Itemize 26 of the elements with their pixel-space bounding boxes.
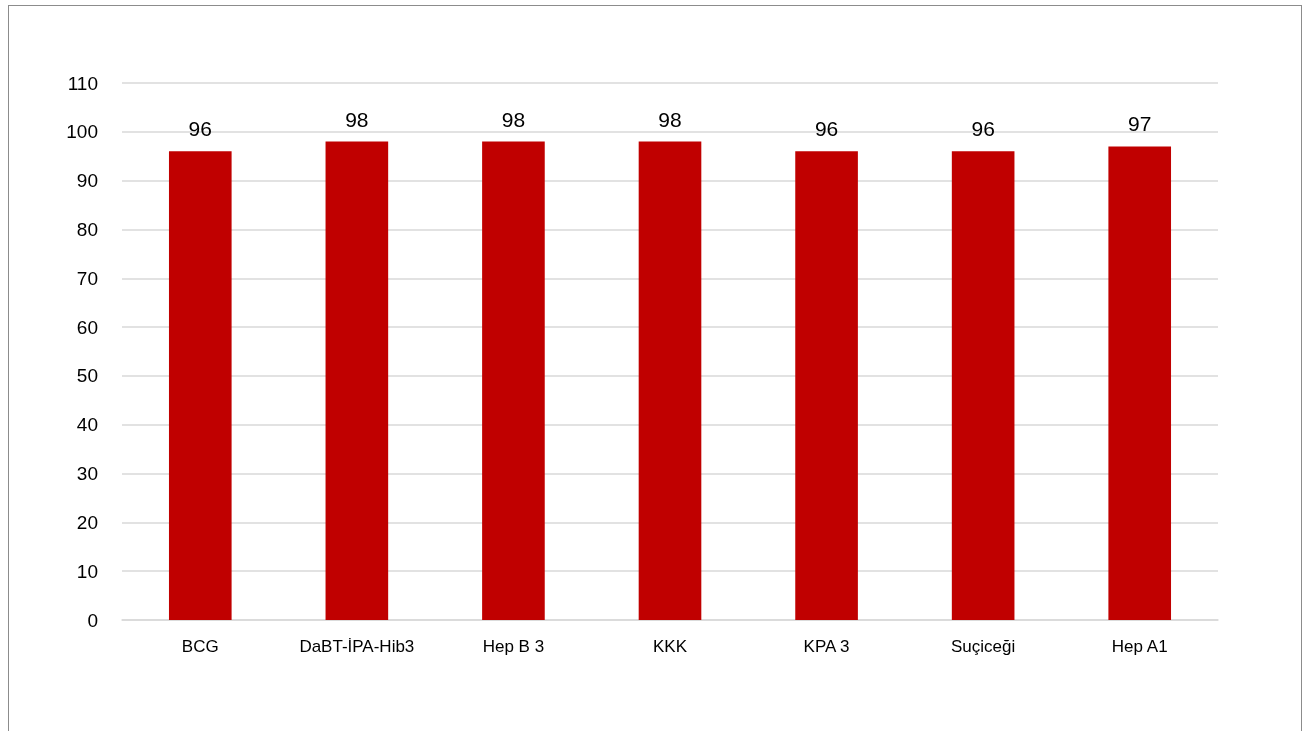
y-tick-label: 50 — [76, 365, 98, 387]
data-label: 98 — [501, 107, 526, 131]
x-tick-label: DaBT-İPA-Hib3 — [299, 637, 415, 656]
y-tick-label: 30 — [76, 463, 98, 485]
y-tick-label: 40 — [76, 414, 98, 436]
y-tick-label: 100 — [66, 121, 98, 143]
x-tick-label: BCG — [181, 637, 219, 656]
x-tick-label: KKK — [652, 637, 688, 656]
x-tick-label: Hep B 3 — [482, 637, 545, 656]
y-tick-label: 60 — [76, 316, 98, 338]
data-label: 96 — [188, 117, 212, 141]
y-tick-label: 80 — [76, 218, 98, 240]
y-tick-label: 90 — [76, 170, 98, 192]
x-tick-label: KPA 3 — [803, 637, 850, 656]
data-label: 98 — [658, 107, 682, 131]
data-label: 96 — [971, 117, 995, 141]
data-label: 97 — [1128, 112, 1152, 136]
data-label: 98 — [345, 107, 369, 131]
y-tick-label: 70 — [76, 267, 98, 289]
x-tick-label: Hep A1 — [1111, 637, 1168, 656]
y-tick-label: 20 — [76, 511, 98, 533]
y-tick-label: 110 — [67, 72, 98, 94]
y-tick-label: 0 — [87, 609, 98, 631]
x-tick-label: Suçiceği — [951, 637, 1016, 656]
y-tick-label: 10 — [76, 560, 98, 582]
data-label: 96 — [814, 117, 839, 141]
